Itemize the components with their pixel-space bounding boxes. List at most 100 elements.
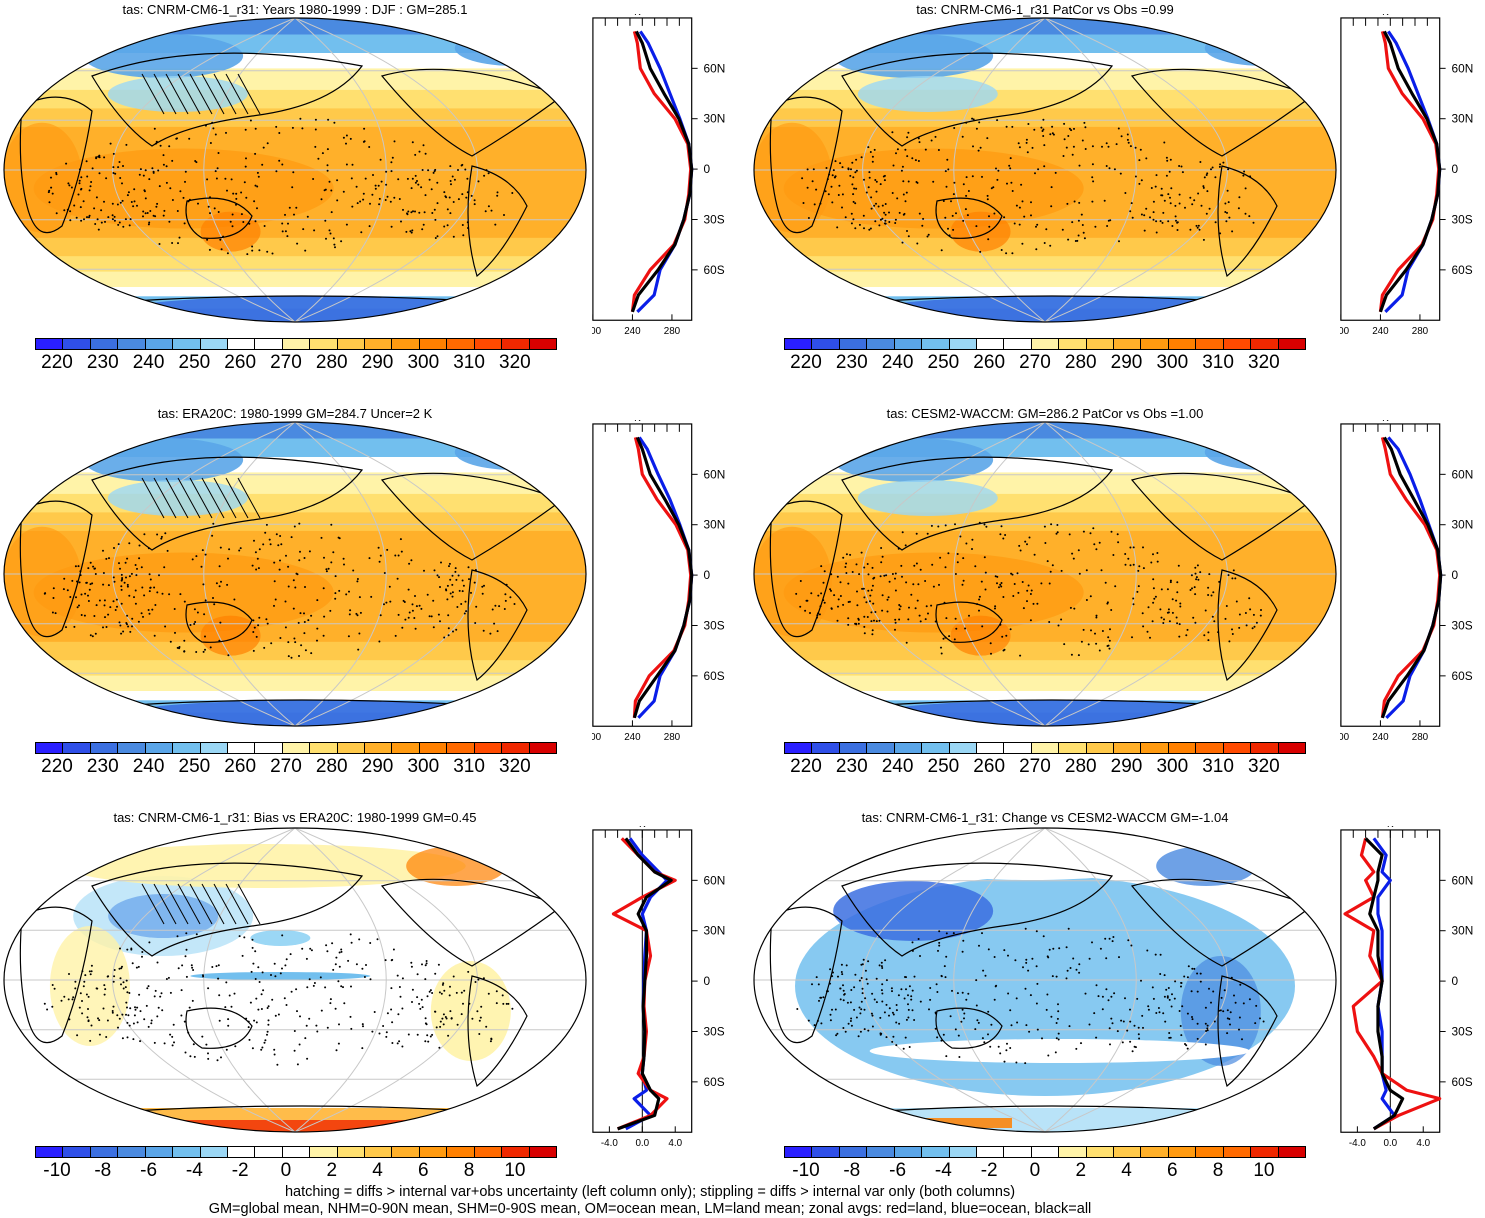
colorbar-tick-label: 320 [1248,352,1280,373]
colorbar-segment [1168,743,1197,753]
colorbar-tick-label: 260 [973,352,1006,373]
robinson-map [3,827,587,1133]
colorbar-segment [392,743,420,753]
colorbar-tick-label: 310 [453,756,485,777]
colorbar [784,742,1306,754]
robinson-map [3,17,587,323]
profile-lat-tick: 0 [1452,162,1459,176]
colorbar-segment [1251,1147,1279,1157]
colorbar-segment [1004,1147,1032,1157]
profile-lat-tick: 30N [1452,518,1474,532]
colorbar-tick-label: 290 [1110,756,1143,777]
colorbar-segment [976,339,1005,349]
colorbar-segment [337,1147,366,1157]
colorbar-tick-label: 220 [41,756,73,777]
colorbar-segment [785,1147,813,1157]
robinson-map [753,17,1337,323]
profile-x-tick: 200 [1340,326,1350,337]
colorbar-tick-label: 250 [178,352,211,373]
colorbar-segment [227,339,256,349]
map-title: tas: CNRM-CM6-1_r31: Change vs CESM2-WAC… [861,810,1229,825]
map-title: tas: CESM2-WACCM: GM=286.2 PatCor vs Obs… [886,406,1204,421]
profile-lat-tick: 30N [704,518,726,532]
colorbar-segment [392,339,420,349]
colorbar-segment [1196,743,1224,753]
profile-lat-tick: 30S [1452,212,1473,226]
colorbar-segment [812,743,840,753]
profile-lat-tick: 60S [704,263,725,277]
profile-x-tick: 0.0 [1383,1138,1397,1149]
profile-lat-tick: 60S [1452,263,1473,277]
colorbar-segment [839,743,868,753]
colorbar-tick-label: 270 [270,352,302,373]
colorbar-segment [976,1147,1005,1157]
colorbar-segment [419,339,448,349]
profile-lat-tick: 30N [1452,924,1474,938]
colorbar-tick-label: 0 [280,1160,292,1181]
profile-x-tick: 240 [624,326,641,337]
zonal-mean-profile: 200 240 280 K 60N 30N 0 30S 60S [592,14,725,337]
colorbar-tick-label: 220 [790,756,822,777]
profile-lat-tick: 60S [704,669,725,683]
colorbar-segment [474,1147,503,1157]
profile-x-tick: 280 [1412,326,1429,337]
profile-lat-tick: 60N [1452,61,1474,75]
colorbar-tick-label: 230 [835,352,868,373]
profile-lat-tick: 60N [704,467,726,481]
profile-lat-tick: 30S [1452,1024,1473,1038]
colorbar-segment [1059,743,1087,753]
zonal-ocean-line [636,30,694,313]
colorbar-segment [785,339,813,349]
colorbar-segment [1278,339,1306,349]
colorbar-segment [1004,339,1032,349]
colorbar-segment [1223,743,1252,753]
colorbar-tick-label: 300 [1156,352,1189,373]
colorbar-segment [365,339,393,349]
footer-line-2: GM=global mean, NHM=0-90N mean, SHM=0-90… [208,1201,1092,1217]
colorbar-tick-label: 2 [1075,1160,1087,1181]
colorbar-segment [255,1147,283,1157]
colorbar-segment [1251,743,1279,753]
colorbar-segment [310,1147,338,1157]
colorbar-segment [90,1147,119,1157]
colorbar-tick-label: -10 [792,1160,820,1181]
colorbar-segment [867,339,895,349]
colorbar-segment [867,743,895,753]
colorbar-segment [90,339,119,349]
colorbar-tick-label: 300 [407,756,440,777]
colorbar-segment [502,339,530,349]
colorbar-tick-label: 230 [86,352,119,373]
profile-lat-tick: 60N [1452,467,1474,481]
colorbar-tick-label: 240 [881,352,914,373]
colorbar-segment [1031,1147,1060,1157]
colorbar-segment [474,743,503,753]
colorbar-segment [282,339,311,349]
profile-lat-tick: 0 [704,162,711,176]
profile-lat-tick: 60N [1452,873,1474,887]
colorbar-tick-label: 280 [315,756,348,777]
colorbar-tick-label: 300 [407,352,440,373]
colorbar-segment [1114,743,1142,753]
colorbar-tick-label: 250 [927,756,960,777]
colorbar-tick-label: 250 [927,352,960,373]
zonal-land-line [1343,837,1442,1131]
colorbar-segment [1086,1147,1115,1157]
colorbar-segment [447,339,475,349]
profile-x-tick: 240 [1372,732,1389,743]
colorbar-tick-label: 2 [326,1160,338,1181]
colorbar-segment [1031,339,1060,349]
profile-units-label: K [1382,420,1389,424]
colorbar-segment [1086,743,1115,753]
profile-lat-tick: 30S [704,618,725,632]
colorbar-segment [36,339,64,349]
zonal-all-line [1380,436,1443,719]
profile-lat-tick: 60S [1452,669,1473,683]
colorbar-tick-label: 320 [499,756,531,777]
colorbar-segment [282,743,311,753]
colorbar-segment [529,339,557,349]
profile-x-tick: 4.0 [668,1138,682,1149]
colorbar-segment [949,1147,977,1157]
colorbar-segment [227,743,256,753]
colorbar-tick-label: 250 [178,756,211,777]
profile-x-tick: 280 [664,326,681,337]
